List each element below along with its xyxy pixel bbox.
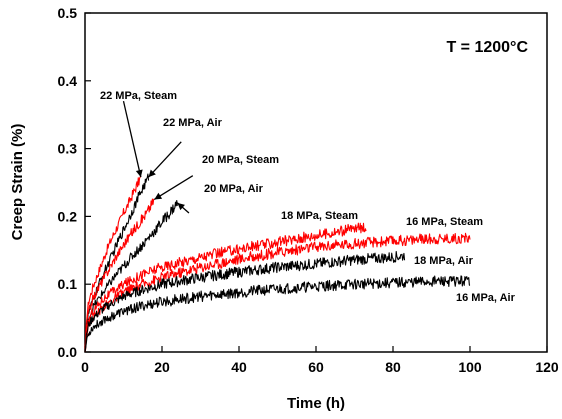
annotation-22-mpa-air: 22 MPa, Air <box>163 117 223 129</box>
annotation-arrow-head <box>154 192 163 200</box>
y-tick-label: 0.3 <box>58 141 78 157</box>
x-tick-label: 80 <box>385 359 401 375</box>
series-22-mpa-air <box>84 173 150 353</box>
y-tick-label: 0.0 <box>58 344 78 360</box>
annotation-16-mpa-air: 16 MPa, Air <box>456 292 516 304</box>
y-tick-label: 0.4 <box>58 73 78 89</box>
annotation-arrow-line <box>122 100 142 178</box>
y-tick-label: 0.1 <box>58 276 78 292</box>
y-tick-label: 0.5 <box>58 5 78 21</box>
x-tick-label: 40 <box>231 359 247 375</box>
annotation-20-mpa-air: 20 MPa, Air <box>204 183 264 195</box>
y-axis-title: Creep Strain (%) <box>9 124 26 241</box>
annotation-18-mpa-steam: 18 MPa, Steam <box>281 210 358 222</box>
annotation-20-mpa-steam: 20 MPa, Steam <box>202 154 279 166</box>
series-22-mpa-steam <box>84 175 142 353</box>
x-axis-title: Time (h) <box>287 395 345 412</box>
series-20-mpa-steam <box>84 198 155 353</box>
annotation-arrow-line <box>148 141 182 178</box>
annotation-18-mpa-air: 18 MPa, Air <box>414 255 474 267</box>
annotation-arrow-head <box>177 202 185 211</box>
series-16-mpa-steam <box>84 232 471 353</box>
y-tick-label: 0.2 <box>58 208 78 224</box>
series-18-mpa-air <box>84 250 406 353</box>
series-20-mpa-air <box>84 200 178 353</box>
temperature-label: T = 1200°C <box>446 39 528 56</box>
series-layer <box>84 173 471 353</box>
series-16-mpa-air <box>84 275 471 353</box>
annotation-arrow-head <box>135 169 143 178</box>
x-tick-label: 120 <box>535 359 559 375</box>
x-tick-label: 0 <box>81 359 89 375</box>
x-tick-label: 100 <box>458 359 482 375</box>
annotation-arrow-line <box>153 175 194 201</box>
annotation-layer: 22 MPa, Steam 22 MPa, Air 20 MPa, Steam 20 … <box>100 90 516 304</box>
series-18-mpa-steam <box>84 222 367 353</box>
annotation-arrow-head <box>148 169 156 178</box>
annotation-16-mpa-steam: 16 MPa, Steam <box>406 216 483 228</box>
axis-ticks: 0 20 40 60 80 100 120 0.0 0.1 0.2 0.3 0.4 0.5 <box>58 5 559 375</box>
x-tick-label: 20 <box>154 359 170 375</box>
x-tick-label: 60 <box>308 359 324 375</box>
annotation-22-mpa-steam: 22 MPa, Steam <box>100 90 177 102</box>
